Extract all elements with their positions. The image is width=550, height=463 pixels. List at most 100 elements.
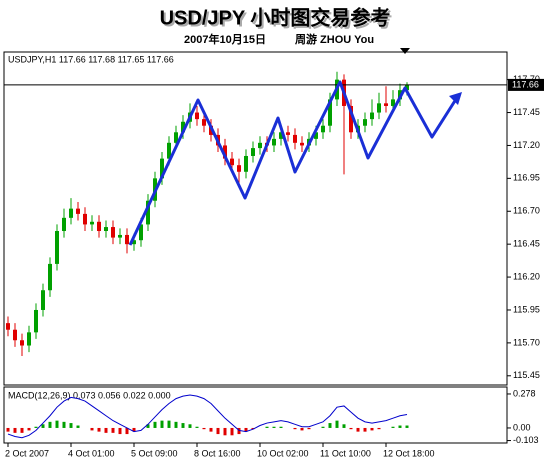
candle-body <box>279 132 283 139</box>
candle-body <box>363 119 367 126</box>
x-tick-label: 5 Oct 09:00 <box>131 448 178 458</box>
macd-histogram-bar <box>69 423 73 428</box>
macd-histogram-bar <box>97 427 101 432</box>
x-tick-label: 10 Oct 02:00 <box>257 448 309 458</box>
candle-body <box>195 112 199 120</box>
macd-histogram-bar <box>265 426 269 428</box>
macd-histogram-bar <box>55 420 59 428</box>
macd-panel <box>3 386 508 444</box>
y-tick-label: 116.20 <box>513 271 540 281</box>
y-tick-label: 116.45 <box>513 239 540 249</box>
symbol-header: USDJPY,H1 117.66 117.68 117.65 117.66 <box>8 54 174 64</box>
chart-subtitle: 2007年10月15日 <box>184 32 266 46</box>
candle-body <box>244 155 248 172</box>
macd-histogram-bar <box>279 426 283 428</box>
macd-histogram-bar <box>174 421 178 428</box>
y-tick-label: 116.95 <box>513 173 540 183</box>
x-tick-label: 2 Oct 2007 <box>5 448 49 458</box>
y-tick-label: 0.278 <box>513 388 536 398</box>
candle-body <box>258 142 262 149</box>
macd-histogram-bar <box>405 425 409 428</box>
candle-body <box>90 221 94 225</box>
macd-histogram-bar <box>251 427 255 430</box>
candle-body <box>349 105 353 133</box>
candle-body <box>139 224 143 241</box>
macd-histogram-bar <box>321 426 325 428</box>
macd-histogram-bar <box>146 424 150 428</box>
candle-body <box>104 227 108 232</box>
macd-histogram-bar <box>13 427 17 433</box>
macd-histogram-bar <box>41 424 45 428</box>
candle-body <box>69 208 73 218</box>
macd-histogram-bar <box>370 427 374 431</box>
candle-body <box>377 103 381 113</box>
candle-body <box>146 200 150 225</box>
macd-histogram-bar <box>125 427 129 435</box>
macd-histogram-bar <box>307 427 311 430</box>
macd-histogram-bar <box>132 427 136 432</box>
candle-body <box>20 340 24 346</box>
candle-body <box>27 332 31 346</box>
candle-body <box>202 119 206 126</box>
main-panel <box>3 51 508 386</box>
candle-body <box>272 138 276 146</box>
macd-histogram-bar <box>209 427 213 432</box>
candle-body <box>384 103 388 106</box>
y-tick-label: 115.95 <box>513 304 540 314</box>
candle-body <box>55 231 59 264</box>
y-tick-label: 117.20 <box>513 140 540 150</box>
author: 周游 ZHOU You <box>295 32 374 46</box>
candle-body <box>167 142 171 159</box>
macd-histogram-bar <box>167 420 171 428</box>
title-shadow: USD/JPY 小时图交易参考 <box>162 7 393 31</box>
candle-body <box>286 132 290 135</box>
candle-body <box>6 323 10 330</box>
y-tick-label: 115.70 <box>513 337 540 347</box>
candle-body <box>118 234 122 238</box>
candle-body <box>251 148 255 156</box>
candle-body <box>230 158 234 166</box>
y-tick-label: 0.00 <box>513 422 531 432</box>
y-tick-label: 117.45 <box>513 107 540 117</box>
macd-histogram-bar <box>328 423 332 428</box>
candle-body <box>300 142 304 146</box>
macd-histogram-bar <box>76 425 80 428</box>
candle-body <box>34 309 38 333</box>
macd-histogram-bar <box>398 425 402 428</box>
macd-histogram-bar <box>181 423 185 428</box>
macd-histogram-bar <box>48 421 52 428</box>
candle-body <box>321 125 325 133</box>
macd-histogram-bar <box>391 426 395 428</box>
macd-histogram-bar <box>27 427 31 431</box>
x-tick-label: 4 Oct 01:00 <box>68 448 115 458</box>
last-price-label: 117.66 <box>512 79 539 89</box>
candle-body <box>293 134 297 143</box>
macd-histogram-bar <box>377 427 381 430</box>
macd-histogram-bar <box>356 427 360 432</box>
candle-body <box>405 84 409 91</box>
macd-histogram-bar <box>104 427 108 433</box>
macd-histogram-bar <box>20 427 24 433</box>
macd-histogram-bar <box>342 424 346 428</box>
candle-body <box>391 99 395 106</box>
macd-histogram-bar <box>223 427 227 436</box>
macd-histogram-bar <box>363 427 367 432</box>
shift-marker <box>400 48 410 54</box>
x-tick-label: 8 Oct 16:00 <box>194 448 241 458</box>
macd-line <box>7 394 408 439</box>
candle-body <box>125 234 129 245</box>
macd-histogram-bar <box>6 427 10 432</box>
x-tick-label: 12 Oct 18:00 <box>383 448 435 458</box>
y-tick-label: 115.45 <box>513 370 540 380</box>
macd-histogram-bar <box>300 427 304 431</box>
macd-histogram-bar <box>349 427 353 430</box>
macd-histogram-bar <box>293 427 297 430</box>
candle-body <box>237 165 241 172</box>
macd-histogram-bar <box>188 424 192 428</box>
macd-histogram-bar <box>335 420 339 428</box>
candle-body <box>48 263 52 291</box>
candle-body <box>370 112 374 120</box>
arrow-head <box>449 92 462 105</box>
macd-histogram-bar <box>62 421 66 428</box>
